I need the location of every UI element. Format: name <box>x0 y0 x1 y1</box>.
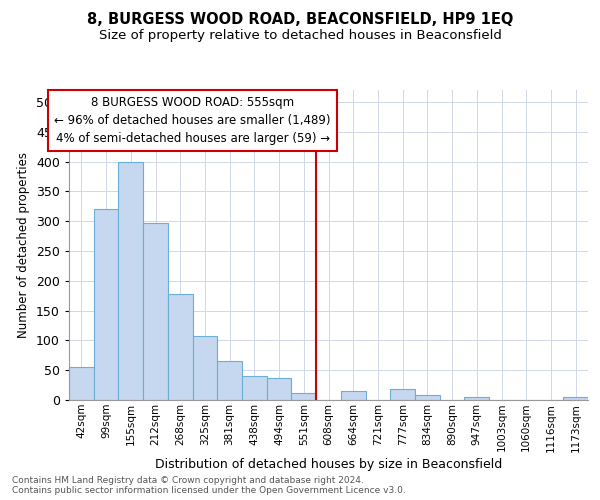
Bar <box>168 294 193 400</box>
Bar <box>94 209 118 400</box>
Bar <box>69 367 94 400</box>
Text: 8 BURGESS WOOD ROAD: 555sqm
← 96% of detached houses are smaller (1,489)
4% of s: 8 BURGESS WOOD ROAD: 555sqm ← 96% of det… <box>55 96 331 145</box>
Bar <box>415 395 440 400</box>
X-axis label: Distribution of detached houses by size in Beaconsfield: Distribution of detached houses by size … <box>155 458 502 471</box>
Bar <box>563 397 588 400</box>
Bar <box>217 361 242 400</box>
Bar <box>464 397 489 400</box>
Bar <box>267 378 292 400</box>
Text: 8, BURGESS WOOD ROAD, BEACONSFIELD, HP9 1EQ: 8, BURGESS WOOD ROAD, BEACONSFIELD, HP9 … <box>87 12 513 28</box>
Bar <box>193 336 217 400</box>
Bar <box>292 393 316 400</box>
Bar <box>118 162 143 400</box>
Y-axis label: Number of detached properties: Number of detached properties <box>17 152 31 338</box>
Bar <box>341 391 365 400</box>
Bar <box>143 223 168 400</box>
Bar <box>390 390 415 400</box>
Text: Contains HM Land Registry data © Crown copyright and database right 2024.
Contai: Contains HM Land Registry data © Crown c… <box>12 476 406 495</box>
Text: Size of property relative to detached houses in Beaconsfield: Size of property relative to detached ho… <box>98 29 502 42</box>
Bar <box>242 376 267 400</box>
